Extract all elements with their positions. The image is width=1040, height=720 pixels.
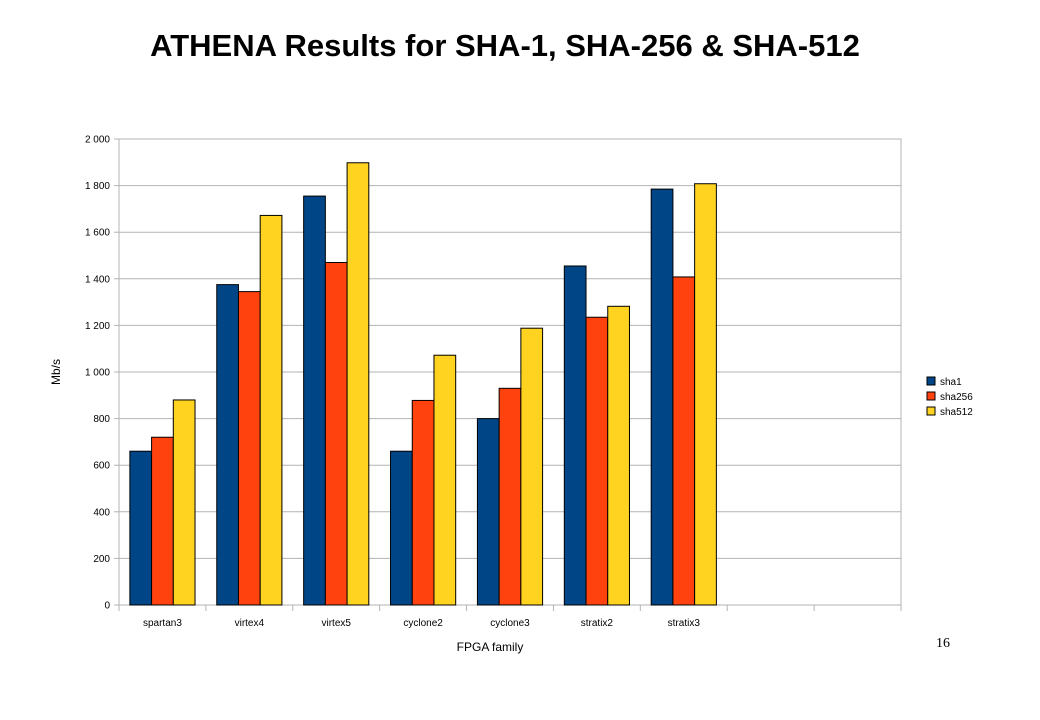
legend-swatch-sha1 bbox=[926, 376, 936, 386]
y-tick-label: 400 bbox=[93, 507, 110, 518]
y-tick-label: 800 bbox=[93, 414, 110, 425]
legend-label-sha256: sha256 bbox=[940, 392, 973, 403]
bar-sha256-stratix3 bbox=[672, 276, 696, 606]
x-tick-label: cyclone2 bbox=[403, 618, 443, 629]
x-tick-label: virtex5 bbox=[321, 618, 351, 629]
page-number: 16 bbox=[936, 636, 950, 651]
y-axis-title: Mb/s bbox=[49, 359, 63, 385]
x-axis-title: FPGA family bbox=[457, 640, 524, 654]
bar-sha256-virtex5 bbox=[324, 261, 348, 606]
legend-label-sha1: sha1 bbox=[940, 377, 962, 388]
bar-sha256-cyclone3 bbox=[498, 387, 522, 606]
y-tick-label: 2 000 bbox=[85, 135, 110, 146]
bar-sha256-cyclone2 bbox=[411, 399, 435, 606]
bar-sha256-spartan3 bbox=[151, 436, 174, 606]
bar-sha1-cyclone3 bbox=[476, 418, 500, 606]
slide-title: ATHENA Results for SHA-1, SHA-256 & SHA-… bbox=[150, 28, 860, 63]
y-tick-label: 1 200 bbox=[85, 321, 110, 332]
bar-sha512-cyclone2 bbox=[433, 354, 457, 606]
bar-sha1-stratix3 bbox=[650, 188, 674, 606]
bar-sha1-stratix2 bbox=[563, 265, 587, 606]
y-tick-label: 600 bbox=[93, 461, 110, 472]
bar-sha1-spartan3 bbox=[129, 450, 153, 606]
y-tick-label: 200 bbox=[93, 554, 110, 565]
bar-sha1-virtex4 bbox=[216, 284, 239, 606]
bar-sha512-virtex4 bbox=[259, 214, 283, 606]
y-tick-label: 1 400 bbox=[85, 274, 110, 285]
bar-sha1-cyclone2 bbox=[390, 450, 413, 606]
bar-sha512-virtex5 bbox=[346, 162, 370, 606]
x-tick-label: spartan3 bbox=[143, 618, 182, 629]
x-tick-label: stratix3 bbox=[668, 618, 701, 629]
x-tick-label: stratix2 bbox=[581, 618, 614, 629]
bar-sha512-stratix2 bbox=[607, 305, 630, 606]
bar-sha512-cyclone3 bbox=[520, 327, 544, 606]
bar-sha256-virtex4 bbox=[237, 291, 261, 606]
legend: sha1 sha256 sha512 bbox=[921, 371, 987, 423]
bar-sha1-virtex5 bbox=[303, 195, 326, 606]
y-tick-label: 0 bbox=[104, 601, 110, 612]
bar-sha512-spartan3 bbox=[172, 399, 196, 606]
y-tick-labels: 0 200 400 600 800 1 000 1 200 1 400 1 600 1 800 2 … bbox=[85, 135, 110, 612]
y-tick-label: 1 600 bbox=[85, 228, 110, 239]
x-tick-label: virtex4 bbox=[235, 618, 265, 629]
y-tick-label: 1 800 bbox=[85, 181, 110, 192]
legend-swatch-sha512 bbox=[926, 406, 936, 416]
legend-swatch-sha256 bbox=[926, 391, 936, 401]
bar-sha512-stratix3 bbox=[694, 183, 717, 606]
x-tick-labels: spartan3 virtex4 virtex5 cyclone2 cyclone3 st… bbox=[118, 605, 902, 629]
bar-sha256-stratix2 bbox=[585, 316, 609, 606]
y-tick-label: 1 000 bbox=[85, 368, 110, 379]
legend-label-sha512: sha512 bbox=[940, 407, 973, 418]
x-tick-label: cyclone3 bbox=[490, 618, 530, 629]
bars bbox=[129, 162, 717, 606]
